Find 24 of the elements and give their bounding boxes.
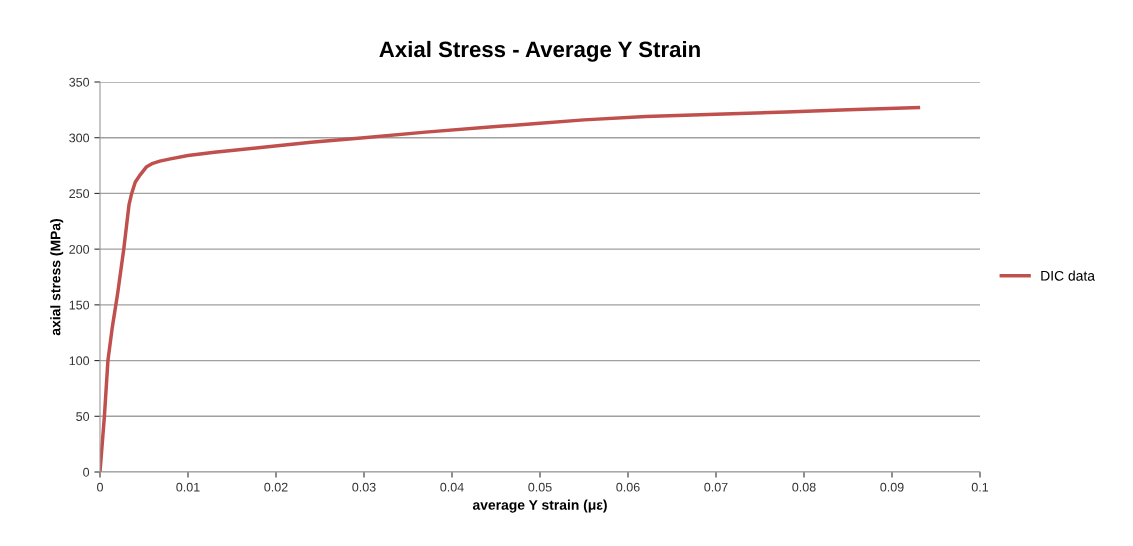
x-tick-label: 0.09 [880, 482, 904, 492]
chart-title: Axial Stress - Average Y Strain [379, 40, 700, 62]
line-series [100, 105, 921, 472]
y-tick-label: 200 [69, 244, 90, 254]
x-tick-label: 0.08 [792, 482, 816, 492]
x-tick-label: 0.04 [440, 482, 464, 492]
x-tick-label: 0 [97, 482, 103, 492]
y-tick-label: 150 [69, 300, 90, 310]
y-tick-label: 250 [69, 189, 90, 199]
y-tick-label: 350 [69, 77, 90, 87]
y-tick-label: 300 [69, 133, 90, 143]
x-tick-label: 0.07 [704, 482, 728, 492]
y-tick-label: 100 [69, 356, 90, 366]
x-tick-label: 0.03 [352, 482, 376, 492]
x-axis-title: average Y strain (με) [472, 499, 607, 513]
x-tick-label: 0.06 [616, 482, 640, 492]
y-tick-label: 50 [76, 412, 90, 421]
legend-label: DIC data [1041, 270, 1095, 281]
x-tick-label: 0.01 [176, 482, 200, 492]
x-tick-label: 0.05 [528, 482, 552, 492]
x-tick-label: 0.02 [264, 482, 288, 492]
y-axis-title: axial stress (MPa) [50, 219, 64, 336]
y-tick-label: 0 [83, 467, 90, 477]
x-tick-label: 0.1 [971, 482, 989, 492]
